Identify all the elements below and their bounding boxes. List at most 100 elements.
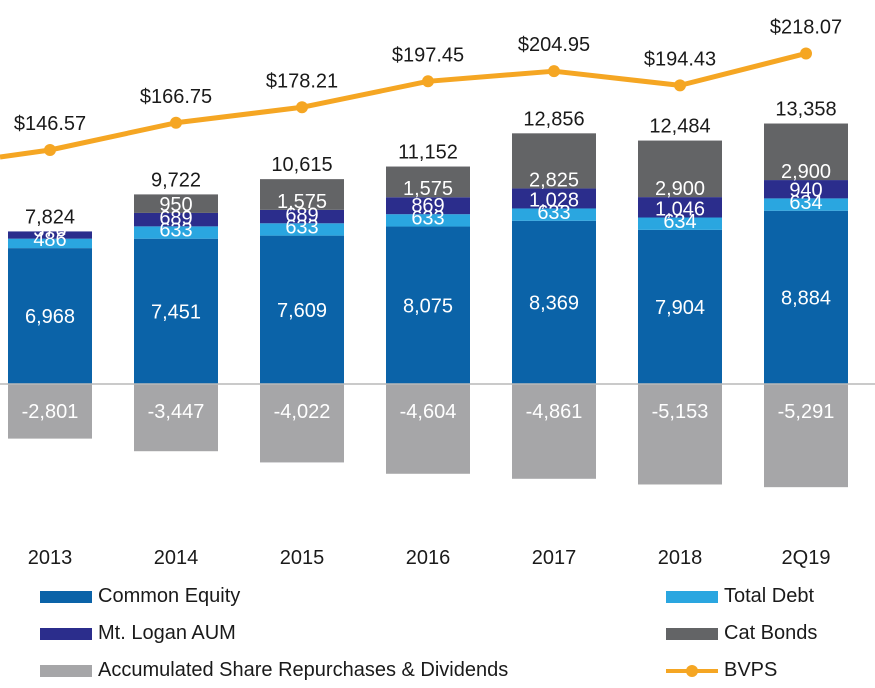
bar-cat-bonds-2q19 (764, 123, 848, 181)
bvps-label: $178.21 (266, 70, 338, 92)
bar-common-equity-2013 (8, 248, 92, 384)
bar-share-repurchases-2q19 (764, 384, 848, 488)
bar-common-equity-2015 (260, 235, 344, 384)
bvps-label: $146.57 (14, 113, 86, 135)
data-label-mt-logan-aum: 869 (411, 195, 444, 217)
bvps-label: $194.43 (644, 48, 716, 70)
bvps-label: $218.07 (770, 16, 842, 38)
bvps-point (674, 79, 686, 92)
legend-item-accumulated-share-repurchases-dividends: Accumulated Share Repurchases & Dividend… (40, 659, 508, 682)
legend-item-total-debt: Total Debt (666, 585, 814, 608)
bvps-label: $166.75 (140, 86, 212, 108)
data-label-share-repurchases: -4,604 (400, 401, 457, 423)
legend-swatch (40, 590, 92, 603)
data-label-total-debt: 633 (159, 220, 192, 242)
bar-mt-logan-aum-2018 (638, 197, 722, 218)
bar-mt-logan-aum-2013 (8, 231, 92, 239)
bar-total-debt-2013 (8, 238, 92, 249)
legend-swatch (666, 590, 718, 603)
total-label: 12,856 (523, 108, 584, 130)
data-label-total-debt: 634 (663, 211, 696, 233)
legend-label: BVPS (724, 659, 778, 681)
bar-mt-logan-aum-2017 (512, 188, 596, 209)
bar-share-repurchases-2013 (8, 384, 92, 439)
bar-total-debt-2q19 (764, 198, 848, 211)
bar-share-repurchases-2014 (134, 384, 218, 452)
data-label-total-debt: 634 (789, 192, 822, 214)
bar-common-equity-2014 (134, 238, 218, 384)
bvps-point (44, 144, 56, 156)
bvps-point (296, 101, 308, 114)
bvps-label: $197.45 (392, 44, 464, 66)
data-label-share-repurchases: -5,153 (652, 401, 709, 423)
data-label-common-equity: 8,075 (403, 295, 453, 317)
bar-cat-bonds-2017 (512, 133, 596, 189)
bvps-line-layer: $146.57 $166.75 $178.21 $197.45 $204.95 $194.… (0, 16, 842, 160)
bar-share-repurchases-2017 (512, 384, 596, 479)
legend-label: Common Equity (98, 585, 241, 607)
bvps-line (0, 51, 807, 160)
data-label-mt-logan-aum: 689 (285, 204, 318, 226)
legend-label: Accumulated Share Repurchases & Dividend… (98, 659, 509, 681)
data-label-mt-logan-aum: 940 (789, 179, 822, 201)
bar-total-debt-2018 (638, 217, 722, 230)
data-label-total-debt: 633 (411, 208, 444, 230)
data-label-mt-logan-aum: 370 (33, 220, 66, 242)
data-label-share-repurchases: -2,801 (22, 401, 79, 423)
legend-item-common-equity: Common Equity (40, 585, 240, 608)
bvps-point (800, 47, 812, 60)
data-label-total-debt: 633 (285, 217, 318, 239)
bar-common-equity-2016 (386, 226, 470, 384)
bar-mt-logan-aum-2014 (134, 212, 218, 227)
bar-cat-bonds-2016 (386, 166, 470, 198)
x-axis: 2013 2014 2015 2016 2017 2018 2Q19 (28, 547, 831, 569)
bar-mt-logan-aum-2015 (260, 209, 344, 224)
data-label-share-repurchases: -3,447 (148, 401, 205, 423)
total-label: 11,152 (398, 142, 458, 164)
legend-swatch (40, 664, 92, 677)
bvps-label: $204.95 (518, 34, 590, 56)
bar-total-debt-2017 (512, 208, 596, 221)
data-label-total-debt: 486 (33, 229, 66, 251)
data-label-mt-logan-aum: 1,028 (529, 189, 579, 211)
legend-item-bvps: BVPS (666, 659, 777, 682)
x-tick-label: 2Q19 (782, 547, 831, 569)
data-label-total-debt: 633 (537, 202, 570, 224)
legend-swatch (40, 627, 92, 640)
data-label-cat-bonds: 2,900 (781, 161, 831, 183)
bar-mt-logan-aum-2016 (386, 197, 470, 215)
data-label-common-equity: 8,884 (781, 287, 831, 309)
data-label-cat-bonds: 2,900 (655, 178, 705, 200)
data-label-cat-bonds: 950 (159, 194, 192, 216)
total-label: 12,484 (649, 116, 710, 138)
total-label: 7,824 (25, 206, 75, 228)
data-label-share-repurchases: -4,022 (274, 401, 331, 423)
legend-label: Mt. Logan AUM (98, 622, 236, 644)
bar-common-equity-2018 (638, 229, 722, 384)
data-label-common-equity: 7,904 (655, 297, 705, 319)
data-label-common-equity: 7,451 (151, 301, 201, 323)
legend-label: Cat Bonds (724, 622, 818, 644)
bar-layer (8, 123, 848, 488)
bar-cat-bonds-2018 (638, 140, 722, 198)
bar-cat-bonds-2015 (260, 179, 344, 210)
data-label-share-repurchases: -5,291 (778, 401, 835, 423)
x-tick-label: 2014 (154, 547, 199, 569)
bvps-point (548, 65, 560, 78)
legend-swatch (666, 627, 718, 640)
bar-share-repurchases-2018 (638, 384, 722, 485)
legend-item-mt-logan-aum: Mt. Logan AUM (40, 622, 236, 645)
bar-common-equity-2q19 (764, 210, 848, 384)
x-tick-label: 2018 (658, 547, 703, 569)
data-label-common-equity: 8,369 (529, 292, 579, 314)
bar-total-debt-2014 (134, 226, 218, 239)
data-label-cat-bonds: 1,575 (403, 178, 453, 200)
total-label: 10,615 (271, 154, 332, 176)
total-label: 13,358 (775, 99, 836, 121)
bar-total-debt-2015 (260, 223, 344, 236)
data-label-share-repurchases: -4,861 (526, 401, 583, 423)
total-label: 9,722 (151, 169, 201, 191)
data-label-common-equity: 6,968 (25, 306, 75, 328)
legend-swatch (666, 664, 718, 677)
bar-share-repurchases-2015 (260, 384, 344, 463)
